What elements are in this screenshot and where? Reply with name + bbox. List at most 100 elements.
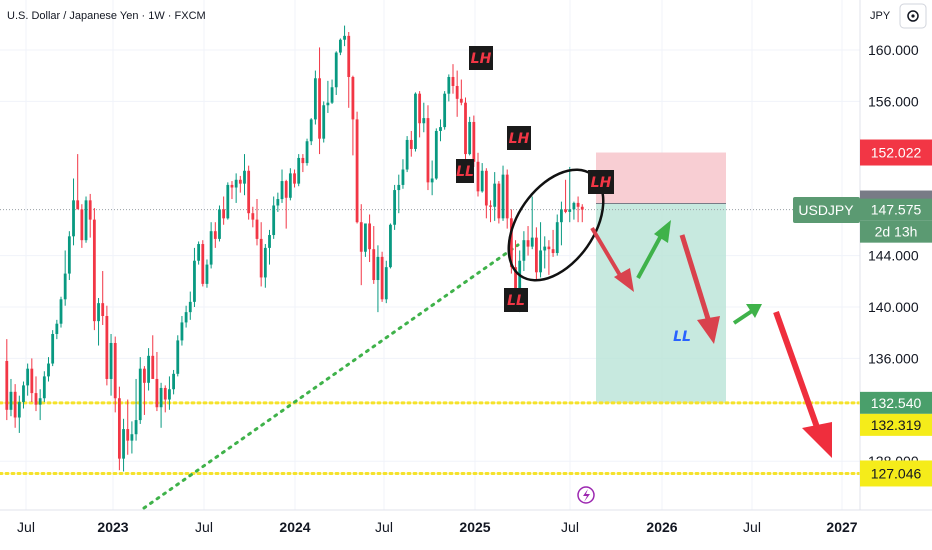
- candle-body: [318, 78, 321, 139]
- candle: [547, 240, 551, 275]
- candle-body: [434, 130, 438, 179]
- candle-body: [418, 93, 422, 124]
- candle: [480, 163, 484, 193]
- candle-body: [493, 183, 497, 207]
- projection-arrows: [590, 220, 832, 458]
- svg-text:USDJPY: USDJPY: [798, 202, 854, 218]
- candle-body: [288, 173, 292, 198]
- candle: [168, 376, 171, 410]
- candle-body: [351, 76, 355, 120]
- trendline[interactable]: [142, 243, 520, 510]
- price-axis[interactable]: 160.000156.000144.000140.000136.000128.0…: [868, 42, 919, 469]
- candle: [17, 395, 21, 433]
- candle-body: [389, 224, 392, 268]
- price-badge: 132.540: [860, 391, 932, 414]
- candle-body: [5, 360, 9, 410]
- candle: [359, 204, 363, 286]
- candle: [293, 169, 296, 188]
- candle-body: [339, 39, 342, 53]
- candle-body: [426, 118, 430, 183]
- candle-body: [272, 205, 276, 236]
- price-badge: 132.319: [860, 413, 932, 436]
- candle: [88, 193, 92, 238]
- candle-body: [334, 52, 338, 88]
- candle: [226, 182, 230, 220]
- candle: [372, 226, 376, 284]
- candle-body: [464, 102, 467, 155]
- time-tick-label: Jul: [195, 519, 213, 535]
- candle: [564, 179, 567, 214]
- candle: [505, 169, 509, 229]
- candle-body: [501, 174, 505, 219]
- candle: [497, 181, 501, 224]
- candle: [234, 173, 238, 203]
- stop-zone[interactable]: [596, 152, 726, 204]
- candle-body: [447, 76, 451, 94]
- candle: [397, 174, 401, 214]
- candle: [38, 389, 42, 421]
- candle-body: [34, 393, 38, 405]
- candle-body: [209, 231, 213, 265]
- candle: [80, 204, 84, 248]
- candle-body: [259, 238, 263, 278]
- candle-body: [405, 139, 409, 170]
- candle: [376, 245, 380, 313]
- price-tick-label: 140.000: [868, 299, 919, 315]
- candle-body: [197, 244, 201, 261]
- time-axis[interactable]: Jul 2023 Jul 2024 Jul 2025 Jul 2026 Jul 2027: [17, 519, 858, 535]
- candle: [59, 296, 63, 328]
- candle-body: [234, 179, 238, 188]
- symbol-badge[interactable]: USDJPY: [793, 197, 860, 223]
- candle-body: [372, 249, 376, 281]
- candle-body: [255, 219, 259, 239]
- candle: [318, 47, 321, 155]
- candle-body: [38, 398, 42, 405]
- candle-body: [355, 119, 359, 223]
- candle: [560, 201, 563, 246]
- candle: [530, 196, 534, 250]
- candle: [193, 247, 196, 307]
- price-badge-label: 2d 13h: [875, 224, 918, 240]
- arrow-up-2-head: [746, 304, 762, 318]
- candle-body: [180, 322, 184, 341]
- arrow-down-2: [679, 234, 712, 323]
- candle: [555, 214, 559, 256]
- candle-body: [522, 240, 526, 261]
- candle-body: [122, 429, 125, 459]
- candle: [155, 351, 159, 412]
- svg-text:LH: LH: [591, 175, 612, 191]
- candle: [580, 204, 584, 223]
- time-tick-label: Jul: [375, 519, 393, 535]
- candle: [55, 319, 59, 340]
- candle-body: [51, 333, 55, 364]
- settings-icon[interactable]: [899, 3, 927, 29]
- candle: [222, 196, 226, 225]
- price-badge-label: 147.575: [871, 202, 922, 218]
- candle: [380, 251, 384, 302]
- candle-body: [184, 312, 188, 323]
- candle: [109, 333, 113, 396]
- label-ll-target: LL: [673, 329, 691, 345]
- candle-body: [247, 170, 251, 214]
- price-badge-label: 132.319: [871, 417, 922, 433]
- candle-body: [376, 256, 380, 281]
- candle: [30, 358, 34, 403]
- candle-body: [168, 389, 171, 400]
- candle: [230, 181, 234, 200]
- candle: [468, 116, 472, 156]
- price-tick-label: 160.000: [868, 42, 919, 58]
- candle: [51, 330, 55, 367]
- candle: [67, 231, 71, 281]
- price-tick-label: 144.000: [868, 248, 919, 264]
- lightning-icon[interactable]: [577, 486, 595, 504]
- candle: [401, 159, 405, 189]
- candle-body: [543, 246, 547, 251]
- candle: [5, 339, 9, 421]
- candle: [384, 260, 388, 304]
- candle: [117, 386, 121, 471]
- candle-body: [84, 200, 88, 241]
- candle-body: [176, 340, 180, 374]
- candle-body: [163, 387, 167, 400]
- candle-body: [67, 236, 71, 274]
